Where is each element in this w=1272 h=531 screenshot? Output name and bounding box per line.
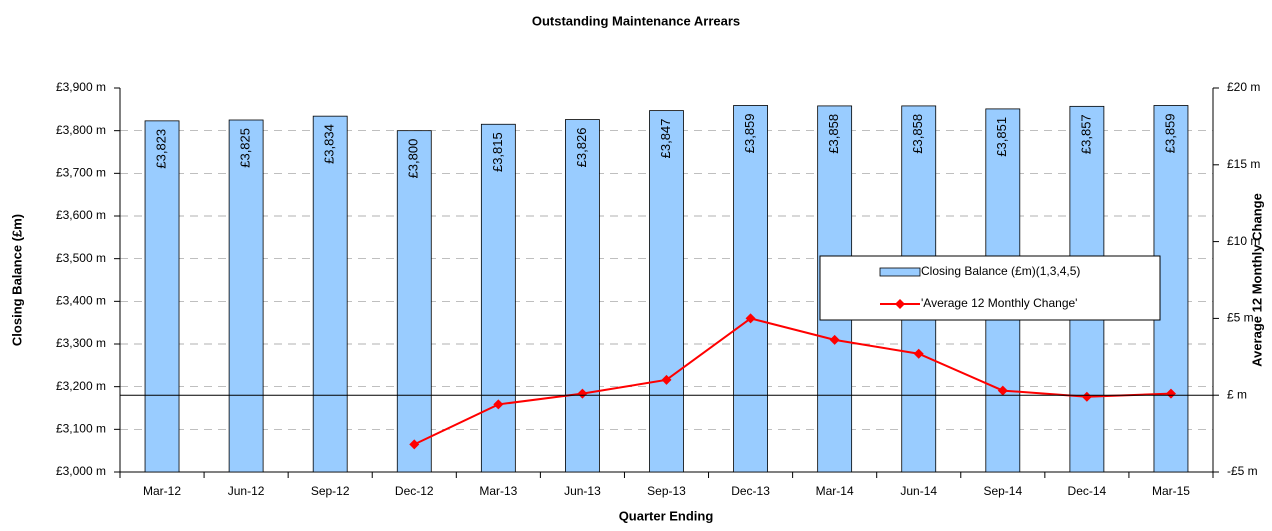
y-tick-label: £3,500 m — [56, 251, 106, 265]
line-marker — [913, 348, 924, 359]
x-tick-label: Jun-14 — [900, 484, 937, 498]
legend-swatch — [879, 267, 921, 277]
y-tick-label: £3,100 m — [56, 422, 106, 436]
legend-label: 'Average 12 Monthly Change' — [921, 296, 1077, 310]
bar-value-label: £3,859 — [1162, 113, 1177, 153]
y2-tick-label: £15 m — [1227, 157, 1260, 171]
legend — [819, 255, 1161, 321]
bar-value-label: £3,851 — [994, 117, 1009, 157]
y2-tick-label: £10 m — [1227, 234, 1260, 248]
bar-value-label: £3,857 — [1078, 114, 1093, 154]
bar-value-label: £3,800 — [406, 139, 421, 179]
bar — [649, 110, 684, 473]
y-tick-label: £3,200 m — [56, 379, 106, 393]
line-marker — [577, 388, 588, 399]
y-tick-label: £3,900 m — [56, 80, 106, 94]
y-tick-label: £3,600 m — [56, 208, 106, 222]
bar-value-label: £3,815 — [490, 132, 505, 172]
y2-tick-label: -£5 m — [1227, 464, 1258, 478]
bar — [565, 119, 600, 473]
line-marker — [829, 334, 840, 345]
y-axis-label: Closing Balance (£m) — [9, 214, 24, 346]
line-marker — [1165, 388, 1176, 399]
y2-axis-label: Average 12 Monthly Change — [1249, 193, 1264, 367]
x-tick-label: Sep-13 — [647, 484, 686, 498]
y-tick-label: £3,300 m — [56, 336, 106, 350]
x-tick-label: Dec-14 — [1068, 484, 1107, 498]
legend-marker — [895, 299, 905, 309]
x-tick-label: Mar-15 — [1152, 484, 1190, 498]
x-tick-label: Mar-13 — [479, 484, 517, 498]
bar — [228, 119, 264, 473]
bar — [480, 123, 516, 473]
x-axis-label: Quarter Ending — [619, 508, 714, 523]
bar-value-label: £3,826 — [574, 128, 589, 168]
line-marker — [1081, 391, 1092, 402]
legend-label: Closing Balance (£m)(1,3,4,5) — [921, 264, 1080, 278]
line — [413, 317, 1171, 446]
line-marker — [661, 374, 672, 385]
chart-title: Outstanding Maintenance Arrears — [532, 13, 740, 28]
bar — [312, 115, 348, 473]
x-tick-label: Mar-12 — [143, 484, 181, 498]
line-marker — [409, 439, 420, 450]
bar-value-label: £3,847 — [658, 119, 673, 159]
y2-tick-label: £20 m — [1227, 80, 1260, 94]
x-tick-label: Dec-13 — [731, 484, 770, 498]
x-tick-label: Jun-12 — [228, 484, 265, 498]
line-marker — [997, 385, 1008, 396]
y-tick-label: £3,000 m — [56, 464, 106, 478]
y2-tick-label: £5 m — [1227, 311, 1254, 325]
x-tick-label: Jun-13 — [564, 484, 601, 498]
bar-value-label: £3,823 — [153, 129, 168, 169]
y-tick-label: £3,400 m — [56, 294, 106, 308]
x-tick-label: Dec-12 — [395, 484, 434, 498]
bar-value-label: £3,825 — [238, 128, 253, 168]
x-tick-label: Sep-14 — [983, 484, 1022, 498]
y-tick-label: £3,700 m — [56, 166, 106, 180]
bar — [144, 120, 180, 473]
bar-value-label: £3,834 — [322, 124, 337, 164]
y-tick-label: £3,800 m — [56, 123, 106, 137]
line-marker — [493, 399, 504, 410]
bar-value-label: £3,858 — [910, 114, 925, 154]
bar — [396, 130, 432, 473]
line-marker — [745, 313, 756, 324]
bar-value-label: £3,858 — [826, 114, 841, 154]
bar — [733, 105, 768, 473]
bar-value-label: £3,859 — [742, 113, 757, 153]
x-tick-label: Mar-14 — [816, 484, 854, 498]
y2-tick-label: £ m — [1227, 387, 1247, 401]
x-tick-label: Sep-12 — [311, 484, 350, 498]
